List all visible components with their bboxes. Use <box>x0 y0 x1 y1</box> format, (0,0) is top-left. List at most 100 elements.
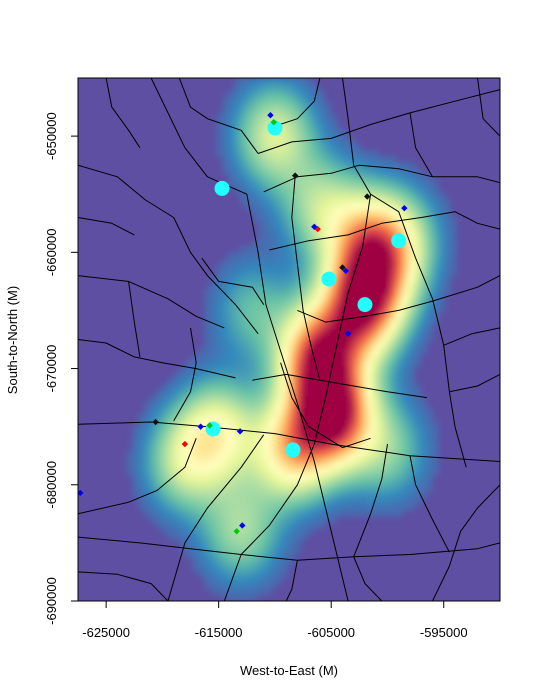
density-cell <box>252 264 259 271</box>
density-cell <box>228 402 235 409</box>
density-cell <box>246 156 253 163</box>
density-cell <box>324 516 331 523</box>
density-cell <box>210 354 217 361</box>
density-cell <box>258 258 265 265</box>
density-cell <box>318 198 325 205</box>
density-cell <box>258 192 265 199</box>
density-cell <box>294 192 301 199</box>
density-cell <box>288 522 295 529</box>
density-cell <box>294 132 301 139</box>
density-cell <box>306 138 313 145</box>
density-cell <box>354 384 361 391</box>
density-cell <box>330 198 337 205</box>
density-cell <box>204 564 211 571</box>
boundary-line <box>477 78 500 137</box>
density-cell <box>312 432 319 439</box>
density-cell <box>312 474 319 481</box>
density-cell <box>156 462 163 469</box>
density-cell <box>318 342 325 349</box>
density-cell <box>450 258 457 265</box>
density-cell <box>264 276 271 283</box>
density-cell <box>234 396 241 403</box>
density-cell <box>246 498 253 505</box>
density-cell <box>270 96 277 103</box>
density-cell <box>372 390 379 397</box>
density-cell <box>234 288 241 295</box>
density-cell <box>234 144 241 151</box>
density-cell <box>210 474 217 481</box>
density-cell <box>180 420 187 427</box>
density-cell <box>402 264 409 271</box>
density-cell <box>258 570 265 577</box>
density-cell <box>240 420 247 427</box>
density-cell <box>366 270 373 277</box>
density-cell <box>270 522 277 529</box>
density-cell <box>186 444 193 451</box>
density-cell <box>270 450 277 457</box>
density-cell <box>204 510 211 517</box>
density-cell <box>384 282 391 289</box>
density-cell <box>318 162 325 169</box>
density-cell <box>168 504 175 511</box>
density-cell <box>246 396 253 403</box>
density-cell <box>288 180 295 187</box>
density-cell <box>300 96 307 103</box>
density-cell <box>306 324 313 331</box>
density-cell <box>258 408 265 415</box>
density-cell <box>420 438 427 445</box>
density-cell <box>330 384 337 391</box>
density-cell <box>246 162 253 169</box>
density-cell <box>342 204 349 211</box>
density-cell <box>372 282 379 289</box>
density-cell <box>294 288 301 295</box>
density-cell <box>264 354 271 361</box>
density-cell <box>216 396 223 403</box>
boundary-line <box>449 373 500 393</box>
density-cell <box>408 396 415 403</box>
boundary-line <box>269 78 321 129</box>
density-cell <box>168 414 175 421</box>
density-cell <box>336 438 343 445</box>
density-cell <box>330 372 337 379</box>
density-cell <box>192 456 199 463</box>
density-cell <box>252 456 259 463</box>
density-cell <box>312 492 319 499</box>
density-cell <box>198 408 205 415</box>
density-cell <box>378 246 385 253</box>
density-cell <box>270 294 277 301</box>
density-cell <box>402 318 409 325</box>
density-cell <box>306 126 313 133</box>
density-cell <box>276 492 283 499</box>
density-cell <box>348 210 355 217</box>
density-cell <box>354 390 361 397</box>
density-cell <box>150 438 157 445</box>
density-cell <box>390 354 397 361</box>
density-cells <box>126 78 457 601</box>
density-cell <box>210 582 217 589</box>
density-cell <box>426 438 433 445</box>
density-cell <box>174 456 181 463</box>
density-cell <box>234 330 241 337</box>
density-cell <box>222 150 229 157</box>
density-cell <box>384 360 391 367</box>
density-cell <box>408 504 415 511</box>
density-cell <box>384 348 391 355</box>
density-cell <box>318 102 325 109</box>
density-cell <box>360 168 367 175</box>
density-cell <box>372 444 379 451</box>
density-cell <box>228 546 235 553</box>
density-cell <box>180 426 187 433</box>
density-cell <box>222 312 229 319</box>
density-cell <box>246 270 253 277</box>
density-cell <box>318 366 325 373</box>
density-cell <box>240 192 247 199</box>
density-cell <box>432 252 439 259</box>
density-cell <box>228 150 235 157</box>
density-cell <box>294 252 301 259</box>
density-cell <box>312 300 319 307</box>
density-cell <box>168 462 175 469</box>
density-cell <box>204 444 211 451</box>
density-cell <box>192 528 199 535</box>
density-cell <box>228 342 235 349</box>
density-cell <box>372 198 379 205</box>
